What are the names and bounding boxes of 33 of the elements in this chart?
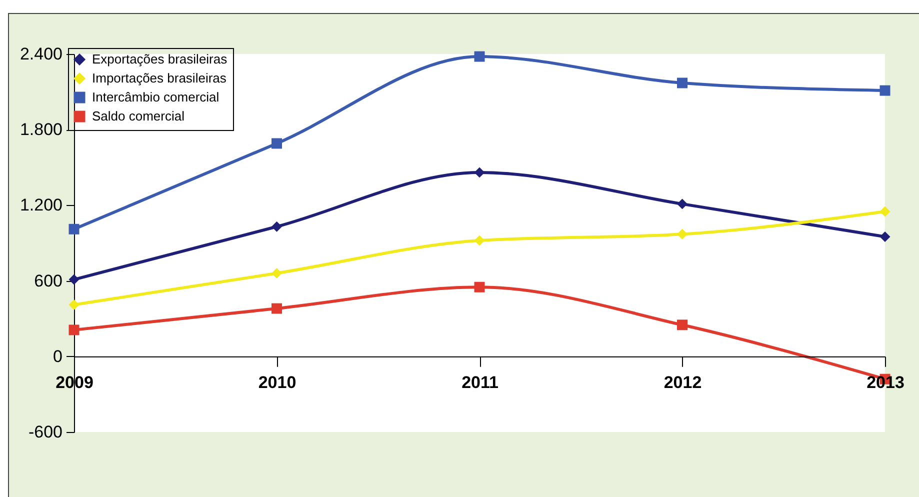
point	[474, 167, 485, 178]
point	[68, 274, 80, 285]
point	[677, 198, 688, 210]
y-tick-label: 0	[53, 346, 62, 366]
point	[880, 206, 890, 217]
point	[68, 324, 80, 336]
y-tick-label: 1.200	[20, 196, 62, 215]
point	[880, 231, 890, 242]
point	[272, 221, 282, 232]
point	[677, 78, 688, 88]
x-tick-label: 2010	[258, 372, 296, 392]
x-tick-label: 2012	[664, 372, 702, 392]
legend-label: Exportações brasileiras	[92, 52, 228, 66]
y-tick-label: 2.400	[20, 44, 62, 64]
point	[474, 282, 485, 292]
x-tick-label: 2013	[866, 372, 904, 392]
y-tick-label: 600	[34, 271, 62, 290]
point	[474, 51, 485, 62]
legend-label: Intercâmbio comercial	[92, 90, 220, 104]
x-tick-label: 2011	[462, 372, 498, 392]
point	[677, 228, 688, 240]
y-tick-label: -600	[28, 422, 62, 442]
point	[272, 268, 282, 278]
point	[880, 85, 890, 96]
y-tick-label: 1.800	[20, 120, 62, 140]
point	[677, 320, 688, 330]
point	[272, 138, 282, 149]
point	[68, 299, 80, 310]
legend-label: Importações brasileiras	[92, 70, 227, 86]
legend-label: Saldo comercial	[92, 108, 185, 124]
point	[474, 235, 485, 246]
point	[272, 303, 282, 314]
point	[68, 224, 80, 234]
